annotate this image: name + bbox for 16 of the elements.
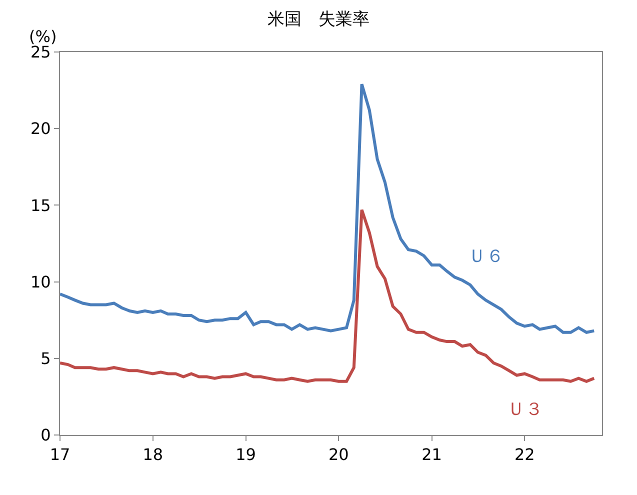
line-series — [60, 208, 596, 383]
y-tick-label: 0 — [40, 426, 51, 445]
x-tick-label: 17 — [50, 445, 70, 464]
series-label: Ｕ６ — [468, 246, 504, 267]
y-tick-label: 5 — [40, 349, 51, 368]
x-tick-label: 19 — [236, 445, 256, 464]
chart-title: 米国 失業率 — [268, 9, 370, 30]
line-series — [60, 82, 596, 334]
x-tick-label: 21 — [422, 445, 442, 464]
y-tick-label: 15 — [30, 196, 51, 215]
series-label: Ｕ３ — [507, 399, 543, 420]
y-tick-label: 20 — [30, 119, 51, 138]
x-tick-label: 20 — [328, 445, 349, 464]
y-tick-label: 10 — [30, 272, 51, 292]
x-tick-label: 18 — [142, 445, 164, 464]
x-tick-label: 22 — [514, 445, 535, 464]
